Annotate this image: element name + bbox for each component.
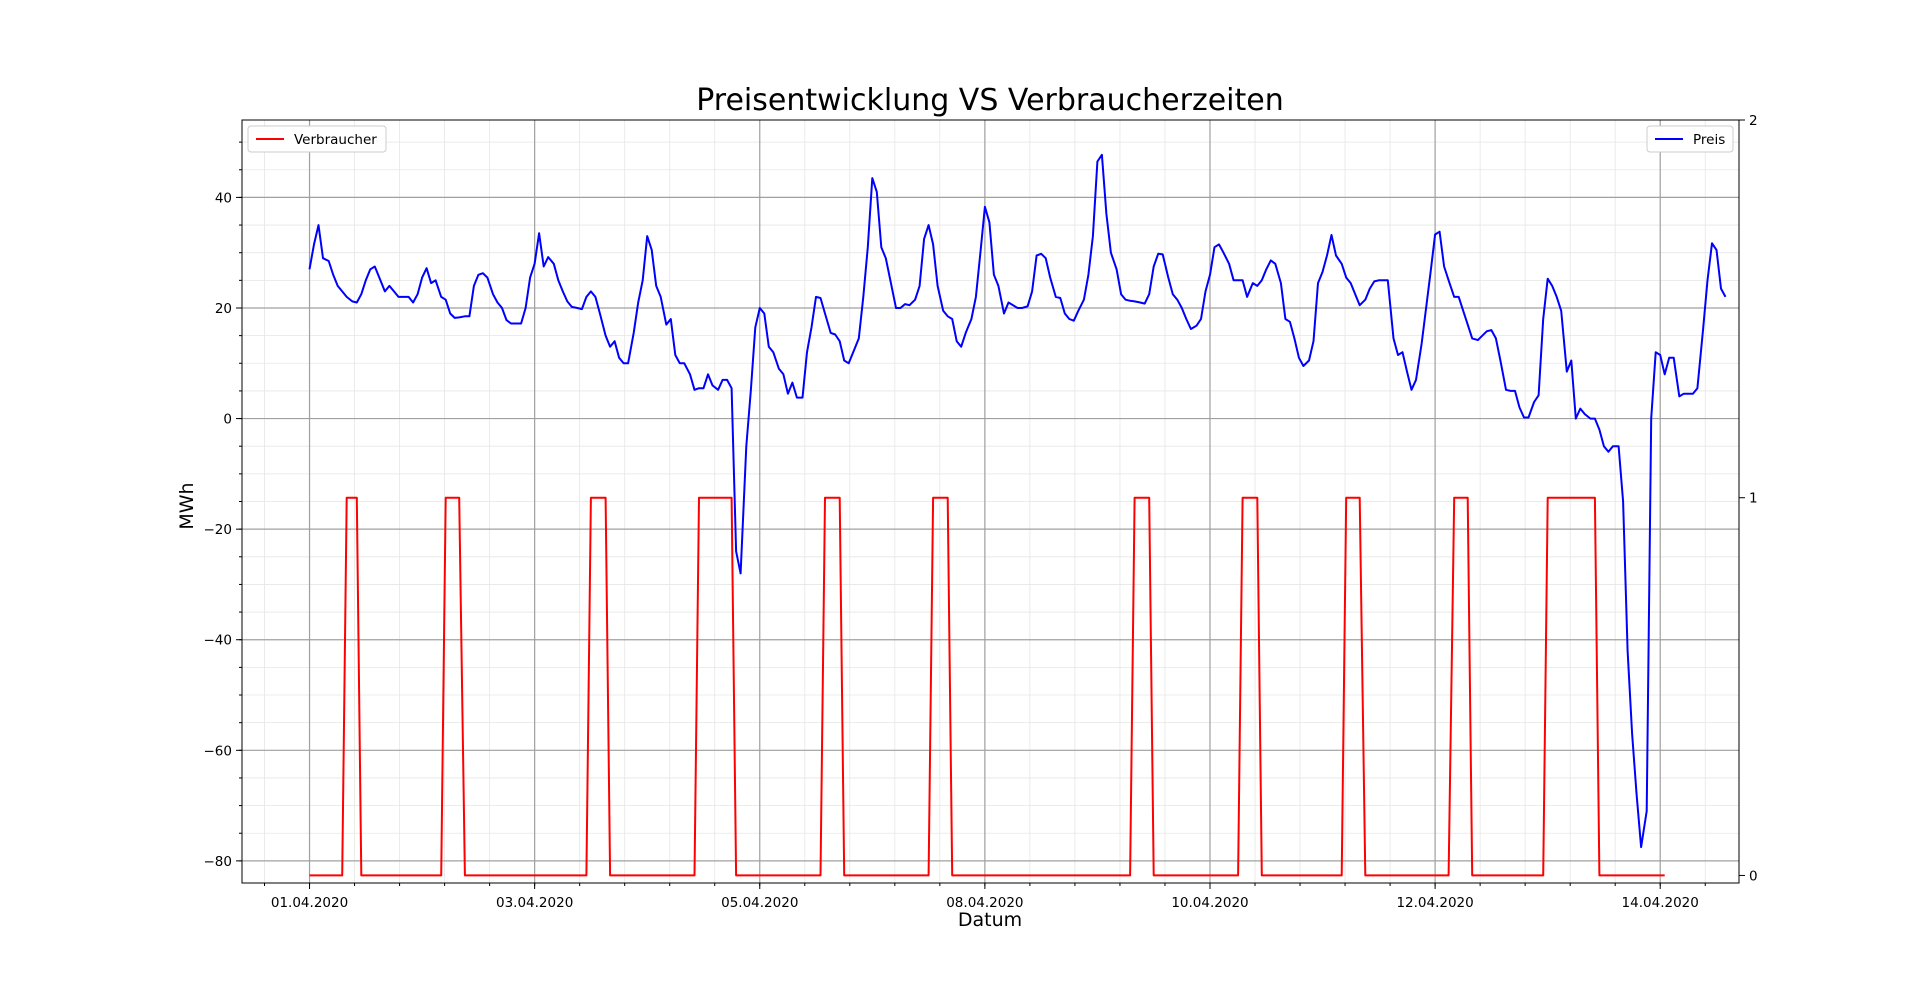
x-tick-label: 08.04.2020 (946, 895, 1023, 911)
y-tick-label: 20 (215, 301, 232, 317)
y2-tick-label: 1 (1749, 491, 1758, 507)
y-tick-label: 40 (215, 190, 232, 206)
chart-title: Preisentwicklung VS Verbraucherzeiten (696, 83, 1284, 118)
y-tick-label: 0 (223, 412, 232, 428)
legend-left: Verbraucher (247, 125, 387, 153)
series-line-preis (308, 153, 1727, 849)
x-tick-label: 03.04.2020 (496, 895, 573, 911)
x-tick-label: 14.04.2020 (1622, 895, 1699, 911)
y-tick-label: −80 (204, 854, 233, 870)
x-tick-label: 12.04.2020 (1396, 895, 1473, 911)
x-tick-label: 05.04.2020 (721, 895, 798, 911)
y-tick-label: −60 (204, 743, 233, 759)
x-tick-label: 10.04.2020 (1171, 895, 1248, 911)
y-axis-label: MWh (176, 482, 198, 529)
legend-right: Preis (1646, 125, 1734, 153)
axis-ticks: 01.04.2020 03.04.2020 05.04.2020 08.04.2020… (204, 113, 1758, 911)
series-line-verbraucher (309, 496, 1665, 877)
x-axis-label: Datum (958, 909, 1022, 931)
y2-tick-label: 0 (1749, 868, 1758, 884)
legend-label-verbraucher: Verbraucher (294, 132, 377, 148)
series-lines (308, 153, 1727, 877)
y-tick-label: −20 (204, 522, 233, 538)
legend-box-left (247, 125, 387, 153)
grid (242, 120, 1739, 883)
legend-label-preis: Preis (1693, 132, 1725, 148)
legend-box-right (1646, 125, 1734, 153)
y-tick-label: −40 (204, 633, 233, 649)
y2-tick-label: 2 (1749, 113, 1758, 129)
x-tick-label: 01.04.2020 (271, 895, 348, 911)
